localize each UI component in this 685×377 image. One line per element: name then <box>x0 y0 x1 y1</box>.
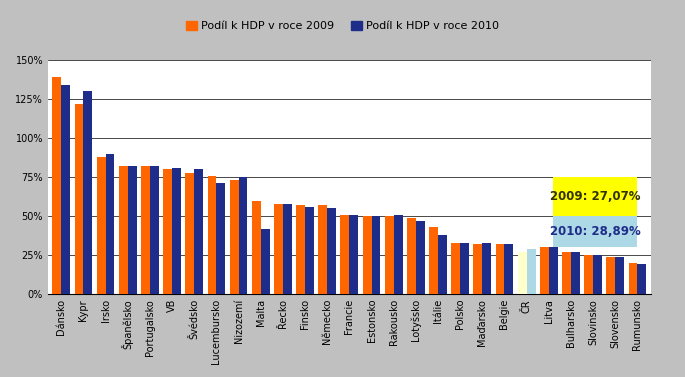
Bar <box>584 255 593 294</box>
Bar <box>296 205 305 294</box>
Bar <box>518 252 527 294</box>
Bar <box>327 208 336 294</box>
Bar <box>504 244 513 294</box>
Bar <box>163 169 172 294</box>
Bar <box>252 201 261 294</box>
Bar <box>305 207 314 294</box>
Text: 2010: 28,89%: 2010: 28,89% <box>550 225 640 238</box>
Bar <box>593 255 602 294</box>
Bar <box>119 166 127 294</box>
FancyBboxPatch shape <box>553 177 638 216</box>
Bar <box>562 252 571 294</box>
Bar <box>52 77 61 294</box>
Bar <box>127 166 136 294</box>
Bar <box>429 227 438 294</box>
FancyBboxPatch shape <box>553 216 638 247</box>
Bar <box>84 92 92 294</box>
Bar <box>340 215 349 294</box>
Bar <box>540 247 549 294</box>
Bar <box>229 180 238 294</box>
Bar <box>195 169 203 294</box>
Bar <box>216 184 225 294</box>
Bar <box>371 216 380 294</box>
Bar <box>105 154 114 294</box>
Bar <box>638 264 647 294</box>
Bar <box>319 205 327 294</box>
Legend: Podíl k HDP v roce 2009, Podíl k HDP v roce 2010: Podíl k HDP v roce 2009, Podíl k HDP v r… <box>181 17 504 36</box>
Bar <box>141 166 150 294</box>
Bar <box>172 168 181 294</box>
Bar <box>473 244 482 294</box>
Bar <box>571 252 580 294</box>
Text: 2009: 27,07%: 2009: 27,07% <box>550 190 640 203</box>
Bar <box>150 166 159 294</box>
Bar <box>451 243 460 294</box>
Bar <box>362 216 371 294</box>
Bar <box>606 257 615 294</box>
Bar <box>416 221 425 294</box>
Bar <box>186 173 195 294</box>
Bar <box>75 104 84 294</box>
Bar <box>349 215 358 294</box>
Bar <box>629 263 638 294</box>
Bar <box>407 218 416 294</box>
Bar <box>283 204 292 294</box>
Bar <box>208 176 216 294</box>
Bar <box>496 244 504 294</box>
Bar <box>615 257 624 294</box>
Bar <box>460 243 469 294</box>
Bar <box>438 235 447 294</box>
Bar <box>527 249 536 294</box>
Bar <box>385 216 394 294</box>
Bar <box>549 247 558 294</box>
Bar <box>238 177 247 294</box>
Bar <box>261 228 270 294</box>
Bar <box>274 204 283 294</box>
Bar <box>97 157 105 294</box>
Bar <box>394 215 403 294</box>
Bar <box>482 243 491 294</box>
Bar <box>61 85 70 294</box>
